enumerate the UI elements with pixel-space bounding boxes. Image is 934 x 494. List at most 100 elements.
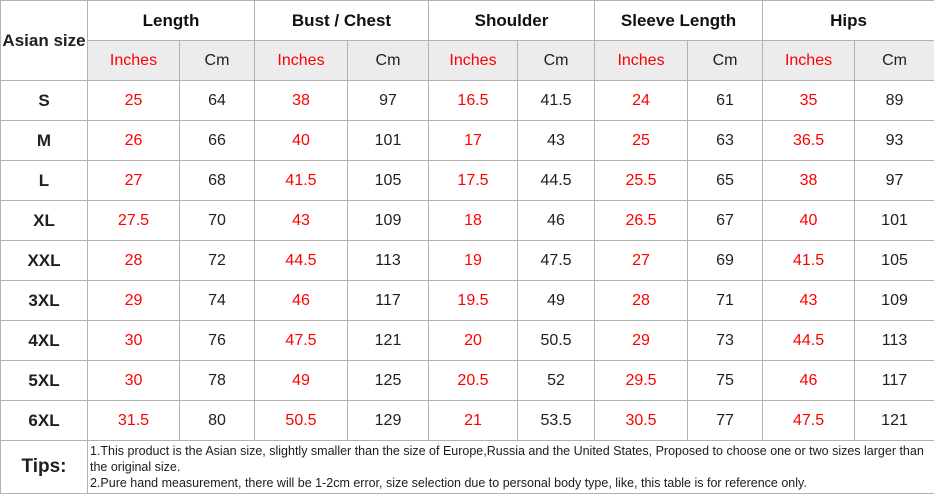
value-inches: 20.5: [429, 361, 518, 401]
value-cm: 63: [688, 121, 763, 161]
value-inches: 30: [88, 361, 180, 401]
value-inches: 20: [429, 321, 518, 361]
value-cm: 67: [688, 201, 763, 241]
unit-header-length-cm: Cm: [180, 41, 255, 81]
value-cm: 80: [180, 401, 255, 441]
value-cm: 72: [180, 241, 255, 281]
size-label: M: [1, 121, 88, 161]
value-inches: 47.5: [255, 321, 348, 361]
unit-header-bust-inches: Inches: [255, 41, 348, 81]
value-cm: 75: [688, 361, 763, 401]
value-inches: 27: [88, 161, 180, 201]
value-cm: 46: [518, 201, 595, 241]
value-cm: 77: [688, 401, 763, 441]
group-header-shoulder: Shoulder: [429, 1, 595, 41]
group-header-bust-chest: Bust / Chest: [255, 1, 429, 41]
value-inches: 49: [255, 361, 348, 401]
value-cm: 117: [855, 361, 934, 401]
size-label: L: [1, 161, 88, 201]
size-label: 3XL: [1, 281, 88, 321]
value-inches: 28: [595, 281, 688, 321]
value-cm: 47.5: [518, 241, 595, 281]
value-cm: 105: [855, 241, 934, 281]
value-inches: 29: [595, 321, 688, 361]
value-inches: 21: [429, 401, 518, 441]
value-inches: 26.5: [595, 201, 688, 241]
size-label: 4XL: [1, 321, 88, 361]
value-inches: 38: [255, 81, 348, 121]
value-inches: 16.5: [429, 81, 518, 121]
tip-line-2: 2.Pure hand measurement, there will be 1…: [90, 475, 932, 491]
unit-header-sleeve-cm: Cm: [688, 41, 763, 81]
value-cm: 89: [855, 81, 934, 121]
value-inches: 46: [255, 281, 348, 321]
value-cm: 69: [688, 241, 763, 281]
group-header-sleeve-length: Sleeve Length: [595, 1, 763, 41]
corner-header: Asian size: [1, 1, 88, 81]
value-inches: 18: [429, 201, 518, 241]
value-inches: 28: [88, 241, 180, 281]
value-inches: 50.5: [255, 401, 348, 441]
value-inches: 27.5: [88, 201, 180, 241]
value-cm: 97: [855, 161, 934, 201]
group-header-length: Length: [88, 1, 255, 41]
value-inches: 29: [88, 281, 180, 321]
value-cm: 109: [348, 201, 429, 241]
value-cm: 78: [180, 361, 255, 401]
size-label: XXL: [1, 241, 88, 281]
value-cm: 41.5: [518, 81, 595, 121]
unit-header-length-inches: Inches: [88, 41, 180, 81]
value-cm: 121: [348, 321, 429, 361]
unit-header-shoulder-inches: Inches: [429, 41, 518, 81]
value-inches: 44.5: [763, 321, 855, 361]
unit-header-row: Inches Cm Inches Cm Inches Cm Inches Cm …: [1, 41, 934, 81]
unit-header-sleeve-inches: Inches: [595, 41, 688, 81]
value-cm: 66: [180, 121, 255, 161]
value-cm: 44.5: [518, 161, 595, 201]
value-cm: 64: [180, 81, 255, 121]
tips-row: Tips: 1.This product is the Asian size, …: [1, 441, 934, 494]
value-cm: 101: [855, 201, 934, 241]
unit-header-bust-cm: Cm: [348, 41, 429, 81]
value-cm: 43: [518, 121, 595, 161]
value-cm: 49: [518, 281, 595, 321]
value-inches: 47.5: [763, 401, 855, 441]
size-label: S: [1, 81, 88, 121]
size-label: 6XL: [1, 401, 88, 441]
value-inches: 31.5: [88, 401, 180, 441]
value-inches: 36.5: [763, 121, 855, 161]
unit-header-hips-cm: Cm: [855, 41, 934, 81]
value-cm: 97: [348, 81, 429, 121]
value-cm: 70: [180, 201, 255, 241]
tip-line-1: 1.This product is the Asian size, slight…: [90, 443, 932, 475]
value-inches: 27: [595, 241, 688, 281]
value-cm: 113: [855, 321, 934, 361]
value-inches: 41.5: [763, 241, 855, 281]
tips-text: 1.This product is the Asian size, slight…: [88, 441, 934, 494]
value-inches: 43: [763, 281, 855, 321]
value-inches: 43: [255, 201, 348, 241]
value-cm: 68: [180, 161, 255, 201]
group-header-row: Asian size Length Bust / Chest Shoulder …: [1, 1, 934, 41]
value-inches: 17: [429, 121, 518, 161]
value-inches: 30.5: [595, 401, 688, 441]
value-cm: 125: [348, 361, 429, 401]
value-cm: 53.5: [518, 401, 595, 441]
value-cm: 71: [688, 281, 763, 321]
value-inches: 40: [255, 121, 348, 161]
size-label: 5XL: [1, 361, 88, 401]
value-inches: 40: [763, 201, 855, 241]
value-cm: 93: [855, 121, 934, 161]
value-inches: 26: [88, 121, 180, 161]
unit-header-hips-inches: Inches: [763, 41, 855, 81]
value-inches: 44.5: [255, 241, 348, 281]
value-cm: 129: [348, 401, 429, 441]
